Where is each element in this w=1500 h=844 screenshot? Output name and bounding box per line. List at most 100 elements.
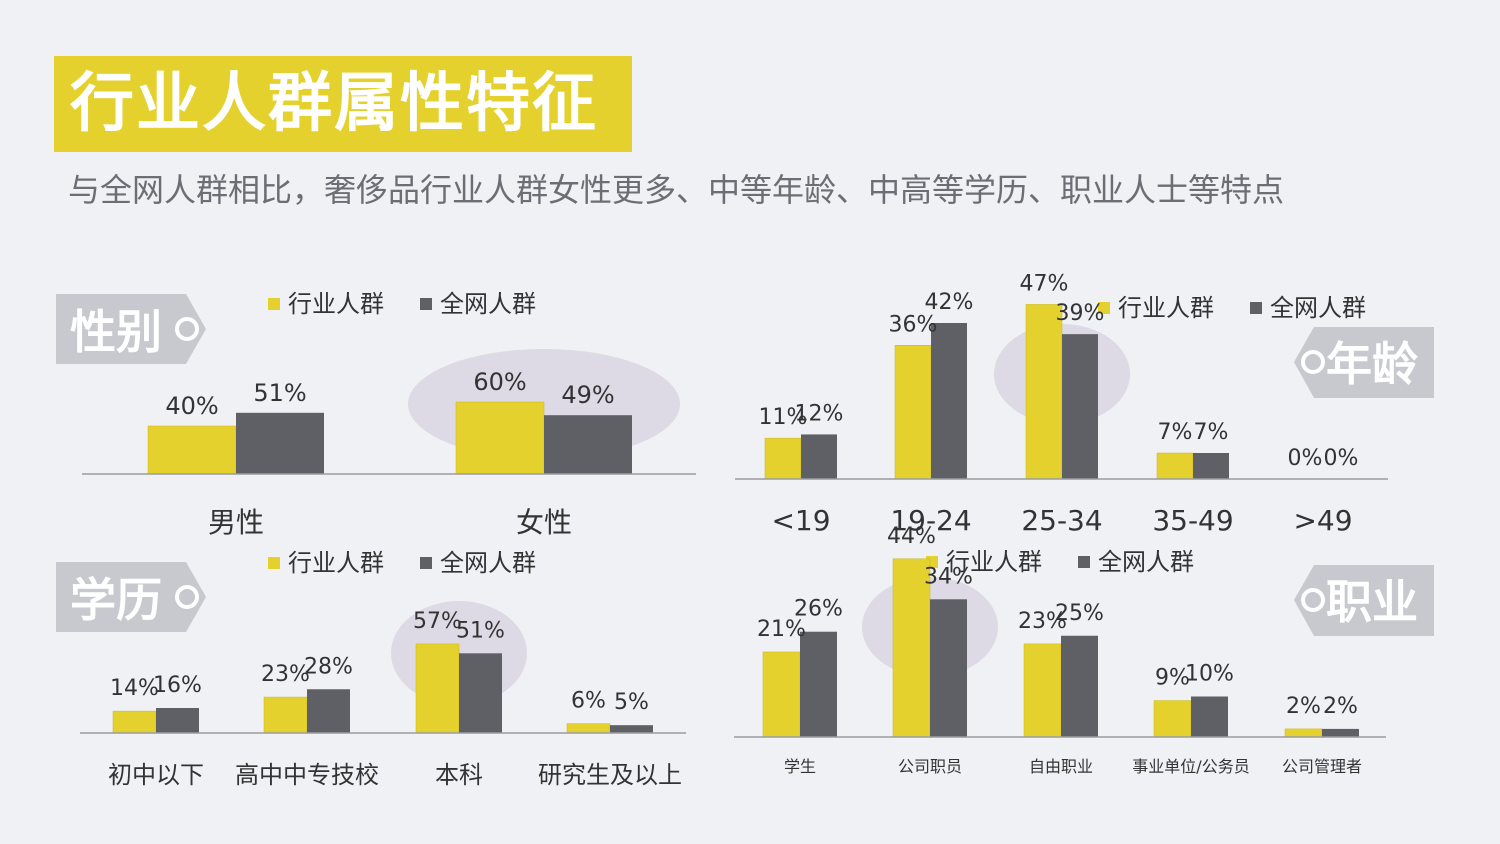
age-value-all-2: 42% — [925, 290, 974, 315]
gender-value-all-2: 49% — [561, 381, 614, 409]
education-category-label-3: 本科 — [435, 761, 483, 789]
occupation-bar-industry-5 — [1284, 728, 1323, 738]
occupation-bar-industry-3 — [1023, 643, 1062, 738]
education-category-label-1: 初中以下 — [108, 761, 204, 789]
occupation-category-label-4: 事业单位/公务员 — [1132, 757, 1249, 776]
gender-legend-swatch-1 — [268, 298, 280, 310]
gender-bar-industry-2 — [455, 401, 545, 475]
age-value-industry-1: 11% — [759, 405, 808, 430]
occupation-bar-industry-2 — [892, 558, 931, 738]
occupation-value-all-3: 25% — [1055, 601, 1104, 626]
occupation-tag-label: 职业 — [1326, 575, 1418, 629]
education-bar-all-1 — [156, 708, 199, 733]
age-bar-all-3 — [1062, 334, 1098, 479]
age-bar-industry-3 — [1025, 304, 1063, 480]
gender-legend-swatch-2 — [420, 298, 432, 310]
education-category-label-2: 高中中专技校 — [235, 761, 379, 789]
age-bar-all-4 — [1193, 453, 1229, 479]
gender-legend-label-2: 全网人群 — [440, 290, 536, 318]
occupation-bar-all-4 — [1191, 696, 1228, 737]
title-banner: 行业人群属性特征 — [54, 56, 632, 152]
occupation-value-industry-2: 44% — [887, 524, 936, 549]
gender-value-all-1: 51% — [253, 379, 306, 407]
occupation-value-all-5: 2% — [1323, 694, 1358, 719]
age-legend-label-1: 行业人群 — [1118, 294, 1214, 322]
age-category-label-1: <19 — [771, 504, 830, 537]
age-legend-swatch-1 — [1098, 302, 1110, 314]
occupation-value-all-4: 10% — [1185, 662, 1234, 687]
education-tag: 学历 — [56, 562, 206, 632]
education-value-all-1: 16% — [153, 673, 202, 698]
gender-category-label-1: 男性 — [208, 506, 264, 539]
education-legend-label-2: 全网人群 — [440, 549, 536, 577]
gender-tag-label: 性别 — [70, 305, 162, 359]
age-category-label-2: 19-24 — [890, 504, 971, 537]
gender-value-industry-2: 60% — [473, 368, 526, 396]
education-bar-all-3 — [459, 653, 502, 733]
age-value-industry-5: 0% — [1288, 446, 1323, 471]
education-value-all-4: 5% — [614, 690, 649, 715]
age-legend-label-2: 全网人群 — [1270, 294, 1366, 322]
age-bar-all-1 — [801, 434, 837, 479]
gender-bar-all-1 — [236, 412, 324, 474]
occupation-value-industry-1: 21% — [757, 617, 806, 642]
gender-tag: 性别 — [56, 294, 206, 364]
education-bar-industry-4 — [566, 723, 611, 734]
age-value-all-3: 39% — [1056, 301, 1105, 326]
age-bar-industry-2 — [894, 345, 932, 480]
occupation-bar-all-1 — [800, 631, 837, 737]
education-tag-ring-icon — [175, 585, 199, 609]
gender-category-label-2: 女性 — [516, 506, 572, 539]
age-category-label-3: 25-34 — [1021, 504, 1102, 537]
page-title: 行业人群属性特征 — [70, 67, 598, 141]
education-tag-label: 学历 — [70, 573, 162, 627]
occupation-bar-all-5 — [1322, 728, 1359, 737]
education-value-industry-4: 6% — [571, 689, 606, 714]
education-bar-industry-2 — [263, 696, 308, 734]
education-legend-swatch-1 — [268, 557, 280, 569]
occupation-bar-industry-4 — [1153, 700, 1192, 738]
gender-legend-label-1: 行业人群 — [288, 290, 384, 318]
education-legend-label-1: 行业人群 — [288, 549, 384, 577]
occupation-legend-label-2: 全网人群 — [1098, 548, 1194, 576]
age-value-industry-3: 47% — [1020, 271, 1069, 296]
age-bar-industry-4 — [1156, 452, 1194, 480]
education-value-industry-2: 23% — [261, 662, 310, 687]
age-bar-all-2 — [931, 323, 967, 479]
occupation-tag-ring-icon — [1301, 588, 1325, 612]
age-bar-industry-1 — [764, 437, 802, 480]
page-subtitle: 与全网人群相比，奢侈品行业人群女性更多、中等年龄、中高等学历、职业人士等特点 — [68, 171, 1285, 209]
age-legend-swatch-2 — [1250, 302, 1262, 314]
education-value-all-3: 51% — [456, 618, 505, 643]
occupation-legend-label-1: 行业人群 — [946, 548, 1042, 576]
occupation-bar-all-3 — [1061, 635, 1098, 737]
education-bar-all-2 — [307, 689, 350, 733]
occupation-category-label-1: 学生 — [784, 757, 816, 776]
age-value-all-5: 0% — [1324, 446, 1359, 471]
occupation-tag: 职业 — [1294, 565, 1434, 636]
education-value-industry-1: 14% — [110, 676, 159, 701]
gender-bar-all-2 — [544, 415, 632, 474]
education-bar-all-4 — [610, 725, 653, 733]
age-tag-label: 年龄 — [1326, 337, 1418, 391]
age-category-label-4: 35-49 — [1152, 504, 1233, 537]
education-bar-industry-3 — [415, 643, 460, 734]
education-value-industry-3: 57% — [413, 609, 462, 634]
occupation-category-label-2: 公司职员 — [898, 757, 962, 776]
occupation-value-industry-3: 23% — [1018, 609, 1067, 634]
age-value-industry-2: 36% — [889, 312, 938, 337]
occupation-value-industry-4: 9% — [1155, 666, 1190, 691]
occupation-category-label-3: 自由职业 — [1029, 757, 1093, 776]
age-tag: 年龄 — [1294, 327, 1434, 398]
age-tag-ring-icon — [1301, 350, 1325, 374]
age-value-industry-4: 7% — [1158, 420, 1193, 445]
occupation-bar-all-2 — [930, 599, 967, 737]
occupation-value-all-2: 34% — [924, 564, 973, 589]
age-value-all-1: 12% — [795, 401, 844, 426]
age-value-all-4: 7% — [1194, 420, 1229, 445]
gender-bar-industry-1 — [147, 425, 237, 475]
education-value-all-2: 28% — [304, 654, 353, 679]
gender-value-industry-1: 40% — [165, 392, 218, 420]
